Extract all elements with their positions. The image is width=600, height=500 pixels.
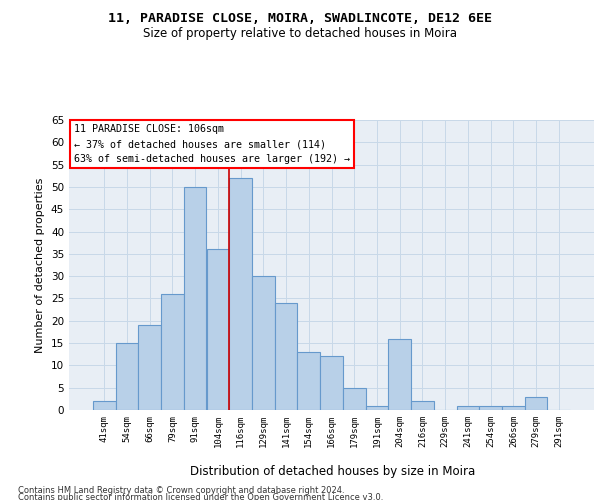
Bar: [320, 356, 343, 410]
Bar: [298, 352, 320, 410]
Bar: [139, 325, 161, 410]
Bar: [275, 303, 298, 410]
Bar: [388, 338, 411, 410]
Bar: [457, 406, 479, 410]
Bar: [229, 178, 252, 410]
Bar: [116, 343, 139, 410]
Text: 11 PARADISE CLOSE: 106sqm
← 37% of detached houses are smaller (114)
63% of semi: 11 PARADISE CLOSE: 106sqm ← 37% of detac…: [74, 124, 350, 164]
Bar: [502, 406, 524, 410]
Text: Distribution of detached houses by size in Moira: Distribution of detached houses by size …: [190, 464, 476, 477]
Bar: [479, 406, 502, 410]
Y-axis label: Number of detached properties: Number of detached properties: [35, 178, 46, 352]
Bar: [184, 187, 206, 410]
Bar: [252, 276, 275, 410]
Text: Contains HM Land Registry data © Crown copyright and database right 2024.: Contains HM Land Registry data © Crown c…: [18, 486, 344, 495]
Bar: [524, 396, 547, 410]
Bar: [93, 401, 116, 410]
Text: Contains public sector information licensed under the Open Government Licence v3: Contains public sector information licen…: [18, 494, 383, 500]
Bar: [365, 406, 388, 410]
Bar: [343, 388, 365, 410]
Bar: [161, 294, 184, 410]
Text: 11, PARADISE CLOSE, MOIRA, SWADLINCOTE, DE12 6EE: 11, PARADISE CLOSE, MOIRA, SWADLINCOTE, …: [108, 12, 492, 26]
Bar: [411, 401, 434, 410]
Text: Size of property relative to detached houses in Moira: Size of property relative to detached ho…: [143, 28, 457, 40]
Bar: [206, 250, 229, 410]
